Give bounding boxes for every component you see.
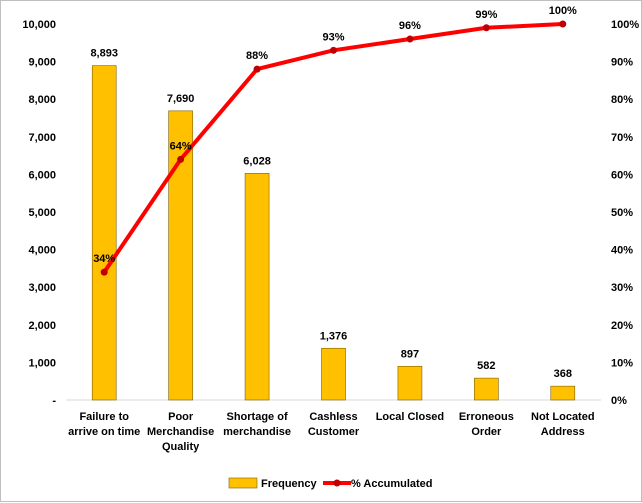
accumulated-point (100, 268, 108, 276)
legend-frequency-label: Frequency (261, 478, 318, 490)
category-label: Failure to arrive on time (68, 411, 140, 438)
accumulated-data-label: 64% (170, 140, 192, 152)
category-label-line: Merchandise (147, 426, 214, 438)
frequency-data-label: 7,690 (167, 93, 195, 105)
frequency-bar (91, 65, 117, 401)
y-right-tick-label: 100% (611, 19, 639, 31)
legend-frequency-swatch (228, 477, 258, 489)
y-right-tick-label: 60% (611, 169, 633, 181)
y-left-tick-label: - (52, 395, 56, 407)
category-label-line: Local Closed (376, 411, 444, 423)
frequency-bar (321, 347, 346, 401)
accumulated-point (559, 20, 567, 28)
frequency-bar (168, 110, 193, 401)
category-label-line: Address (541, 426, 585, 438)
accumulated-data-label: 96% (399, 20, 421, 32)
accumulated-point (177, 155, 185, 163)
y-right-tick-label: 10% (611, 357, 633, 369)
y-left-tick-label: 4,000 (28, 245, 56, 257)
legend-accumulated-label: % Accumulated (351, 478, 433, 490)
frequency-data-label: 8,893 (90, 48, 118, 60)
category-label-line: Customer (308, 426, 360, 438)
accumulated-data-label: 88% (246, 50, 268, 62)
accumulated-point (253, 65, 261, 73)
frequency-data-label: 368 (554, 368, 572, 380)
category-label-line: Quality (162, 441, 200, 453)
category-label-line: Shortage of (227, 411, 288, 423)
accumulated-point (482, 24, 490, 32)
y-right-tick-label: 0% (611, 395, 627, 407)
y-right-tick-label: 90% (611, 57, 633, 69)
accumulated-data-label: 34% (93, 253, 115, 265)
category-label-line: Not Located (531, 411, 595, 423)
frequency-bar (550, 385, 576, 401)
category-label: Erroneous Order (459, 411, 514, 438)
frequency-data-label: 1,376 (320, 330, 348, 342)
accumulated-data-label: 99% (475, 9, 497, 21)
y-left-tick-label: 1,000 (28, 357, 56, 369)
y-left-tick-label: 6,000 (28, 169, 56, 181)
frequency-data-label: 582 (477, 360, 495, 372)
y-left-tick-label: 5,000 (28, 207, 56, 219)
y-right-tick-label: 70% (611, 132, 633, 144)
frequency-bar (397, 365, 423, 401)
y-left-tick-label: 7,000 (28, 132, 56, 144)
category-label-line: Cashless (309, 411, 357, 423)
accumulated-point (406, 35, 414, 43)
accumulated-data-label: 100% (549, 5, 577, 17)
category-label: Not Located Address (531, 411, 595, 438)
category-label-line: Failure to (79, 411, 129, 423)
accumulated-data-label: 93% (322, 31, 344, 43)
y-right-tick-label: 20% (611, 320, 633, 332)
frequency-data-label: 6,028 (243, 155, 271, 167)
y-right-tick-label: 30% (611, 282, 633, 294)
legend-accumulated-marker (333, 479, 341, 487)
category-label: Cashless Customer (308, 411, 360, 438)
category-label: Shortage of merchandise (223, 411, 291, 438)
y-left-tick-label: 3,000 (28, 282, 56, 294)
category-label: Poor Merchandise Quality (147, 411, 214, 453)
frequency-bar (474, 377, 499, 401)
y-left-tick-label: 9,000 (28, 57, 56, 69)
accumulated-point (330, 46, 337, 54)
category-label-line: Erroneous (459, 411, 514, 423)
category-label-line: Poor (168, 411, 194, 423)
y-left-tick-label: 8,000 (28, 94, 56, 106)
y-right-tick-label: 40% (611, 245, 633, 257)
frequency-bar (244, 173, 270, 401)
category-label: Local Closed (376, 411, 444, 423)
frequency-data-label: 897 (401, 348, 419, 360)
category-label-line: arrive on time (68, 426, 140, 438)
category-label-line: Order (471, 426, 502, 438)
y-left-tick-label: 10,000 (22, 19, 56, 31)
category-label-line: merchandise (223, 426, 291, 438)
y-right-tick-label: 50% (611, 207, 633, 219)
y-right-tick-label: 80% (611, 94, 633, 106)
y-left-tick-label: 2,000 (28, 320, 56, 332)
